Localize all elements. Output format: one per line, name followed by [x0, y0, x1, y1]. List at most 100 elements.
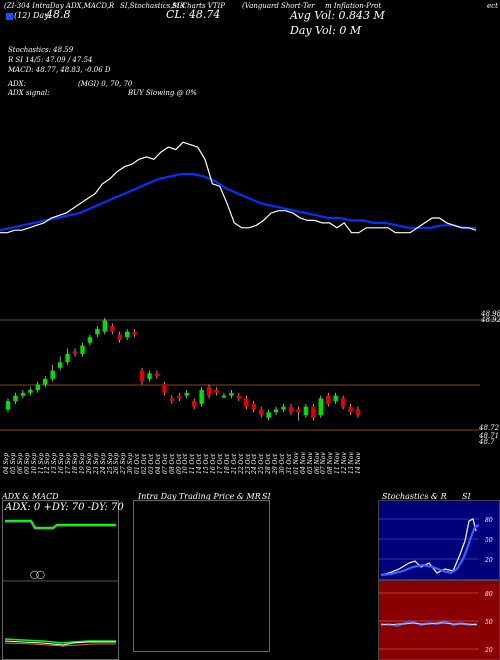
- date-label: 01 Nov: [292, 452, 300, 474]
- candle-down: [244, 398, 249, 407]
- rsi-readout: R SI 14/5: 47.09 / 47.54: [8, 56, 93, 64]
- day-volume: Day Vol: 0 M: [290, 24, 362, 37]
- candle-up: [5, 401, 11, 410]
- header-title-right: (Vanguard Short-Ter: [242, 2, 315, 10]
- candle-down: [236, 395, 242, 399]
- date-label: 10 Sep: [30, 452, 38, 474]
- adx-panel-readout: ADX: 0 +DY: 70 -DY: 70: [5, 502, 124, 513]
- moving-average-line: [0, 172, 476, 232]
- candle-up: [95, 328, 100, 335]
- header-title-mid: SI,Stochastics,MR: [120, 2, 186, 10]
- candle-up: [28, 390, 33, 393]
- intraday-panel-title: Intra Day Trading Price & MR: [138, 492, 261, 501]
- day-label: (12) Day: [14, 11, 49, 20]
- candle-up: [43, 378, 48, 385]
- date-label: 16 Oct: [210, 453, 218, 474]
- candle-up: [318, 398, 323, 415]
- candle-down: [296, 409, 301, 413]
- adx-signal-value: BUY Slowing @ 0%: [128, 89, 197, 97]
- rsi-signal-line: [380, 622, 478, 626]
- date-label: 04 Sep: [3, 452, 10, 474]
- stoch-d-line: [380, 524, 480, 577]
- candle-down: [206, 387, 212, 396]
- date-label: 18 Oct: [223, 453, 231, 474]
- candle-up: [50, 370, 55, 379]
- stoch-panel-title: Stochastics & R: [382, 492, 447, 501]
- candle-up: [147, 373, 152, 379]
- intraday-panel-title-2: SI: [262, 492, 271, 501]
- macd-hist-line: [4, 642, 116, 647]
- date-label: 08 Oct: [168, 453, 176, 474]
- stochastics-lines: 80 50 20: [379, 517, 493, 577]
- candle-down: [311, 406, 316, 418]
- candle-down: [154, 373, 160, 377]
- candle-down: [348, 406, 353, 413]
- rsi-axis-20: 20: [484, 647, 493, 654]
- adx-marker-2: ◯: [36, 570, 45, 579]
- price-label-low-b: 48.71: [479, 432, 500, 440]
- candle-down: [288, 406, 294, 413]
- legend-swatch: [6, 13, 13, 20]
- date-label: 19 Sep: [78, 452, 86, 474]
- candle-down: [355, 409, 361, 415]
- date-label: 31 Oct: [285, 453, 293, 474]
- candle-down: [177, 395, 182, 399]
- candle-down: [258, 409, 264, 415]
- candle-down: [132, 331, 137, 335]
- candle-up: [20, 392, 26, 396]
- rsi-line: [380, 619, 478, 628]
- candle-up: [13, 395, 18, 402]
- date-label: 18 Sep: [72, 452, 80, 474]
- candle-up: [273, 409, 279, 413]
- stochastics-panel: 80 50 20: [378, 500, 500, 580]
- candle-up: [124, 331, 130, 338]
- adx-label: ADX:: [8, 80, 27, 88]
- date-label: 05 Sep: [9, 452, 17, 474]
- adx-panel-lines: ◯ ◯: [3, 519, 118, 647]
- candle-down: [326, 395, 331, 404]
- rsi-axis-50: 50: [485, 619, 493, 626]
- date-label: 23 Sep: [92, 452, 100, 474]
- date-label: 14 Nov: [355, 452, 362, 474]
- candle-down: [191, 401, 197, 407]
- price-line: [0, 141, 477, 234]
- avg-volume: Avg Vol: 0.843 M: [290, 9, 385, 22]
- candle-up: [57, 362, 63, 368]
- date-label: 04 Nov: [299, 452, 307, 474]
- candle-down: [169, 398, 175, 402]
- candle-up: [199, 390, 204, 404]
- price-label-low-c: 48.7: [479, 438, 495, 446]
- close-label: CL: 48.74: [166, 8, 221, 21]
- candle-up: [65, 353, 70, 363]
- stoch-k-line: [380, 518, 477, 576]
- stoch-axis-80: 80: [485, 517, 493, 524]
- candle-down: [110, 326, 115, 332]
- candle-up: [80, 345, 85, 354]
- macd-line: [4, 638, 116, 644]
- adx-signal-label: ADX signal:: [8, 89, 50, 97]
- rsi-axis-80: 80: [485, 591, 493, 598]
- candle-down: [340, 398, 346, 407]
- stoch-axis-20: 20: [484, 557, 493, 564]
- date-label: 05 Nov: [306, 452, 314, 474]
- header-title-mid2: SI Charts VTIP: [172, 2, 225, 10]
- date-label: 22 Oct: [237, 453, 245, 474]
- date-label: 24 Sep: [99, 452, 107, 474]
- date-label: 17 Oct: [216, 453, 224, 474]
- date-label: 21 Oct: [230, 453, 238, 474]
- header-title-right2: m Inflation-Prot: [325, 2, 382, 10]
- intraday-panel: [133, 500, 270, 652]
- candle-down: [162, 384, 167, 393]
- adx-marker-1: ◯: [30, 570, 39, 579]
- candle-down: [214, 390, 219, 393]
- adx-panel: ADX: 0 +DY: 70 -DY: 70 ◯ ◯: [2, 500, 124, 660]
- candle-up: [221, 395, 227, 398]
- candle-up: [184, 392, 189, 396]
- macd-readout: MACD: 48.77, 48.83, -0.06 D: [8, 66, 111, 74]
- date-label: 03 Oct: [147, 453, 155, 474]
- macd-signal-line: [4, 640, 116, 646]
- adx-line-shadow: [5, 521, 116, 530]
- candle-up: [266, 412, 271, 418]
- price-label-top-a: 48.98: [481, 310, 500, 318]
- rsi-lines: 80 50 20: [379, 591, 493, 654]
